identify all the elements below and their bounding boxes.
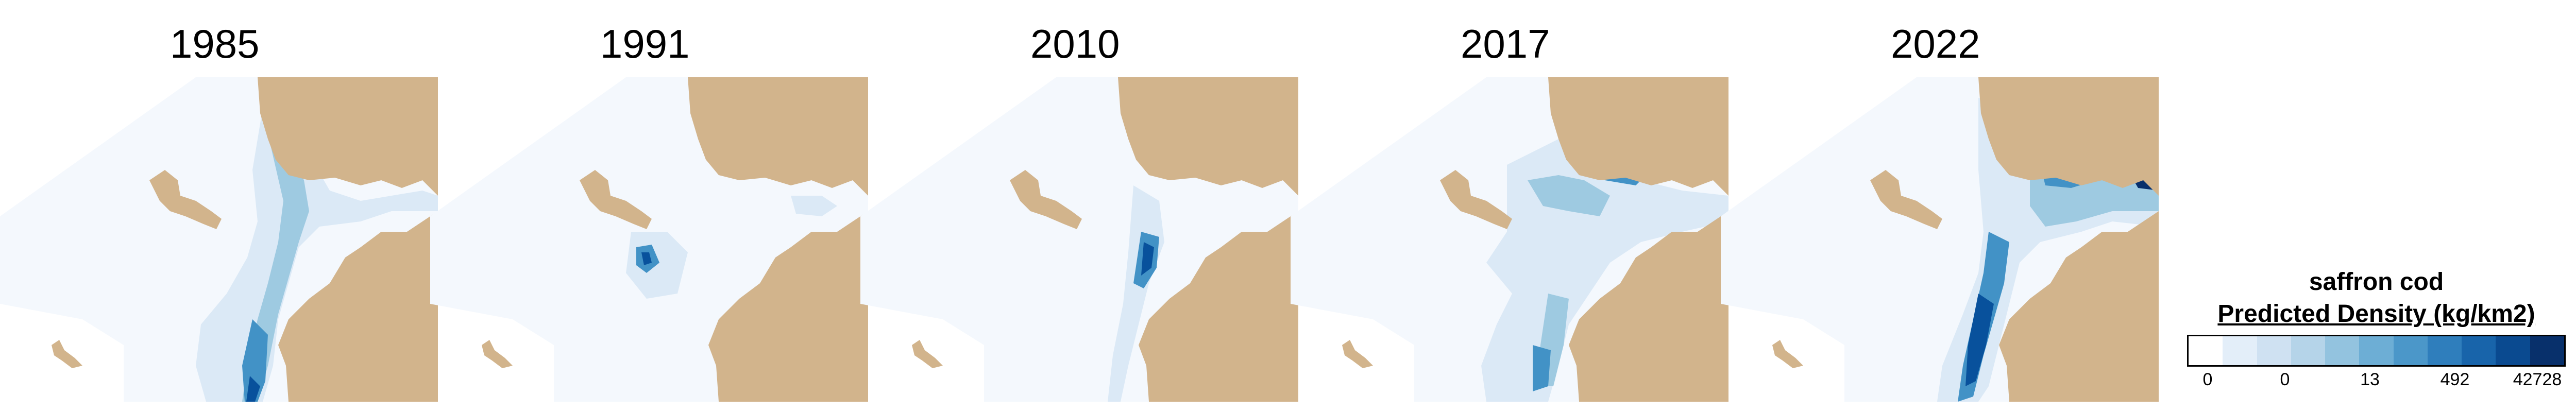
island <box>1440 170 1512 229</box>
panel-year-label: 1985 <box>170 21 260 66</box>
land-south <box>278 211 438 402</box>
legend-title: Predicted Density (kg/km2) <box>2217 300 2535 328</box>
legend-species: saffron cod <box>2309 268 2444 296</box>
density-map <box>1291 77 1728 402</box>
density-region <box>242 319 268 402</box>
colorbar-swatch <box>2427 336 2462 365</box>
land-south <box>1139 211 1298 402</box>
colorbar-swatch <box>2359 336 2394 365</box>
legend-tick: 492 <box>2440 370 2470 389</box>
panel-year-label: 1991 <box>600 21 690 66</box>
small-island <box>52 340 82 368</box>
density-map <box>860 77 1298 402</box>
legend-colorbar <box>2187 335 2566 367</box>
panel-year-label: 2010 <box>1030 21 1120 66</box>
legend-tick: 13 <box>2360 370 2380 389</box>
map-panel-2022: 2022 <box>1721 0 2159 412</box>
island <box>1870 170 1942 229</box>
panel-year-label: 2022 <box>1891 21 1980 66</box>
legend: saffron cod Predicted Density (kg/km2) 0… <box>2187 268 2566 402</box>
land-north <box>688 77 868 196</box>
colorbar-swatch <box>2530 336 2564 365</box>
legend-tick: 0 <box>2280 370 2290 389</box>
colorbar-swatch <box>2325 336 2360 365</box>
colorbar-swatch <box>2223 336 2257 365</box>
legend-tick: 0 <box>2202 370 2213 389</box>
colorbar-swatch <box>2462 336 2496 365</box>
land-north <box>1548 77 1728 196</box>
density-region <box>791 196 837 216</box>
panel-year-label: 2017 <box>1461 21 1550 66</box>
small-island <box>912 340 943 368</box>
colorbar-swatch <box>2393 336 2428 365</box>
island <box>149 170 222 229</box>
legend-tick: 42728 <box>2513 370 2562 389</box>
land-south <box>1569 211 1728 402</box>
density-map <box>1721 77 2159 402</box>
land-south <box>708 211 868 402</box>
density-region <box>1528 175 1610 216</box>
colorbar-swatch <box>2189 336 2223 365</box>
land-north <box>258 77 438 196</box>
colorbar-swatch <box>2496 336 2530 365</box>
density-map <box>0 77 438 402</box>
density-region <box>1965 294 1994 386</box>
island <box>1010 170 1082 229</box>
small-island <box>1342 340 1373 368</box>
island <box>580 170 652 229</box>
land-south <box>1999 211 2159 402</box>
colorbar-swatch <box>2257 336 2291 365</box>
density-region <box>246 376 260 402</box>
density-region <box>1533 345 1551 391</box>
density-region <box>1141 242 1154 276</box>
colorbar-swatch <box>2291 336 2326 365</box>
map-panel-1991: 1991 <box>430 0 868 412</box>
map-panel-1985: 1985 <box>0 0 438 412</box>
map-panel-2017: 2017 <box>1291 0 1728 412</box>
land-north <box>1118 77 1298 196</box>
map-panel-2010: 2010 <box>860 0 1298 412</box>
small-island <box>1772 340 1803 368</box>
density-map <box>430 77 868 402</box>
density-region <box>641 252 652 265</box>
land-north <box>1978 77 2159 196</box>
small-island <box>482 340 513 368</box>
